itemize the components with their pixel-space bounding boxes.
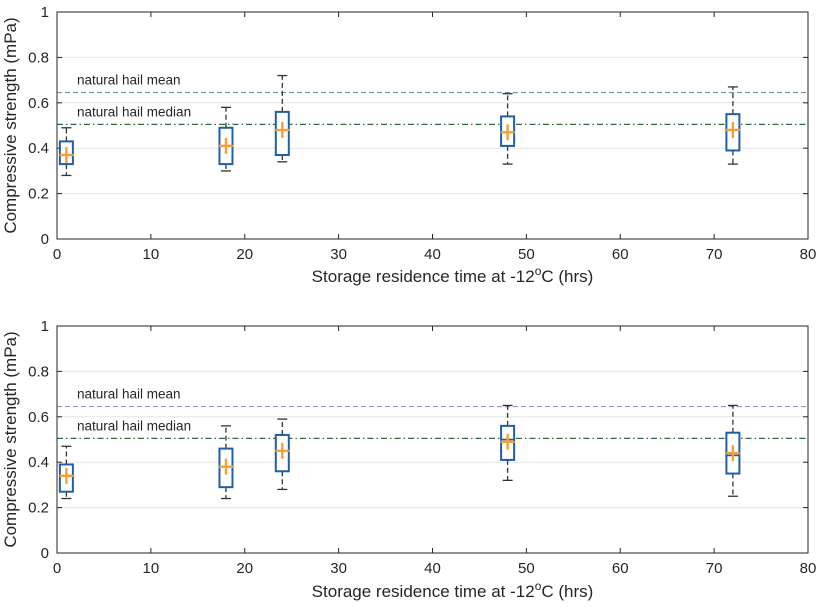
x-tick-label: 30 [330, 246, 347, 263]
mean-reference-label: natural hail mean [77, 73, 181, 88]
axes-frame [56, 11, 809, 240]
box-1h [58, 127, 74, 177]
mean-reference-label: natural hail mean [77, 387, 181, 402]
median-reference-label: natural hail median [77, 104, 191, 119]
y-tick-label: 0 [41, 545, 49, 562]
y-axis-label: Compressive strength (mPa) [1, 17, 20, 233]
y-tick-label: 0.6 [28, 95, 49, 112]
y-tick-label: 1 [41, 4, 49, 21]
x-tick-label: 50 [518, 246, 535, 263]
box-72h [725, 404, 741, 497]
y-tick-label: 0 [41, 231, 49, 248]
x-tick-label: 40 [424, 246, 441, 263]
x-tick-label: 80 [800, 246, 817, 263]
x-tick-label: 50 [518, 560, 535, 577]
x-tick-label: 20 [236, 246, 253, 263]
x-tick-label: 70 [706, 560, 723, 577]
x-axis-label: Storage residence time at -12oC (hrs) [312, 264, 594, 286]
y-tick-label: 0.8 [28, 49, 49, 66]
y-tick-label: 0.8 [28, 363, 49, 380]
axes-frame [56, 325, 809, 554]
x-tick-label: 70 [706, 246, 723, 263]
y-tick-label: 0.2 [28, 186, 49, 203]
y-tick-label: 0.4 [28, 454, 49, 471]
x-tick-label: 30 [330, 560, 347, 577]
box-72h [725, 86, 741, 165]
x-tick-label: 0 [53, 246, 61, 263]
x-axis-label: Storage residence time at -12oC (hrs) [312, 579, 594, 601]
box-48h [500, 404, 516, 482]
box-18h [218, 106, 234, 172]
x-tick-label: 20 [236, 560, 253, 577]
box-1h [58, 445, 74, 500]
box-48h [500, 93, 516, 165]
y-tick-label: 0.2 [28, 500, 49, 517]
box-18h [218, 425, 234, 500]
y-tick-label: 0.6 [28, 409, 49, 426]
box-24h [274, 418, 290, 491]
x-tick-label: 80 [800, 560, 817, 577]
x-tick-label: 60 [612, 560, 629, 577]
y-tick-label: 1 [41, 318, 49, 335]
box-24h [274, 74, 290, 163]
x-tick-label: 0 [53, 560, 61, 577]
x-tick-label: 60 [612, 246, 629, 263]
x-tick-label: 10 [143, 246, 160, 263]
y-axis-label: Compressive strength (mPa) [1, 331, 20, 547]
y-tick-label: 0.4 [28, 140, 49, 157]
median-reference-label: natural hail median [77, 418, 191, 433]
x-tick-label: 40 [424, 560, 441, 577]
x-tick-label: 10 [143, 560, 160, 577]
